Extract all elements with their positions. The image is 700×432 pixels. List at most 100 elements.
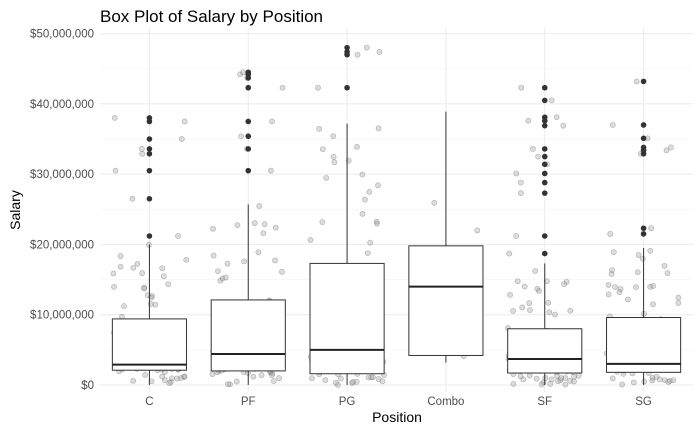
jitter-point [261,221,268,228]
jitter-point [563,278,570,285]
jitter-point [517,373,524,380]
jitter-point [575,372,582,379]
jitter-point [134,260,141,267]
jitter-point [375,376,382,382]
jitter-point [526,372,533,379]
jitter-point [373,218,380,225]
jitter-point [562,381,569,388]
jitter-point [567,377,574,384]
jitter-point [167,378,174,385]
jitter-point [217,277,224,284]
jitter-point [647,283,654,290]
outlier-point [245,133,252,140]
jitter-point [130,264,137,271]
jitter-point [519,304,526,311]
box-iqr [408,245,484,356]
jitter-point [532,268,539,274]
jitter-point [276,375,282,382]
jitter-point [545,299,552,306]
jitter-point [521,283,528,290]
jitter-point [555,378,561,385]
outlier-point [245,84,252,91]
jitter-point [542,375,549,381]
jitter-point [561,281,568,288]
outlier-point [245,69,252,76]
jitter-point [517,179,524,186]
jitter-point [543,278,550,285]
jitter-point [667,144,674,151]
jitter-point [548,97,555,104]
x-axis-title: Position [372,409,422,425]
jitter-point [145,241,152,248]
jitter-point [111,283,117,290]
jitter-point [226,381,233,388]
outlier-point [640,78,647,85]
jitter-point [353,378,360,385]
outlier-point [146,195,153,202]
jitter-point [648,225,655,232]
jitter-point [272,257,278,264]
jitter-point [675,294,682,301]
jitter-point [331,159,338,166]
jitter-point [160,273,167,280]
jitter-point [520,376,527,383]
jitter-point [110,270,117,277]
jitter-point [112,167,119,174]
jitter-point [234,222,241,229]
jitter-point [518,84,525,91]
jitter-point [224,260,231,267]
jitter-point [518,190,524,197]
jitter-point [526,300,533,307]
jitter-point [148,294,155,301]
jitter-point [210,225,216,232]
jitter-point [571,378,577,385]
jitter-point [256,203,263,209]
x-axis-ticks: C PF PG Combo SF SG [145,396,652,408]
jitter-point [174,375,180,382]
jitter-point [210,252,217,259]
jitter-point [333,379,339,386]
box-sf [507,84,583,385]
jitter-point [222,274,229,281]
jitter-point [609,122,616,128]
outlier-point [541,122,548,129]
outlier-point [146,115,153,121]
jitter-point [258,372,265,378]
jitter-point [362,196,368,203]
jitter-point [219,275,226,282]
jitter-point [337,375,344,382]
jitter-point [513,233,520,239]
jitter-point [552,311,558,318]
jitter-point [375,125,382,132]
jitter-point [607,230,614,237]
y-tick-label: $40,000,000 [30,99,94,111]
jitter-point [309,375,315,382]
jitter-point [250,373,257,380]
outlier-point [541,179,548,186]
jitter-point [525,117,532,124]
jitter-point [319,146,326,153]
jitter-point [142,372,149,378]
jitter-point [129,195,136,202]
jitter-point [634,269,641,276]
jitter-point [641,378,648,385]
jitter-point [649,374,656,381]
jitter-point [649,377,656,384]
y-tick-label: $50,000,000 [30,29,94,41]
jitter-point [330,133,337,140]
outlier-point [541,161,548,168]
jitter-point [647,247,654,254]
outlier-point [541,190,548,196]
jitter-point [241,258,248,265]
jitter-point [159,265,166,272]
jitter-point [354,143,360,150]
jitter-point [121,303,127,309]
jitter-point [139,270,146,277]
jitter-point [272,224,279,231]
y-tick-label: $20,000,000 [30,239,94,251]
jitter-point [178,136,185,142]
jitter-point [663,147,670,154]
jitter-point [656,376,663,383]
jitter-point [630,379,637,386]
jitter-point [233,378,240,385]
